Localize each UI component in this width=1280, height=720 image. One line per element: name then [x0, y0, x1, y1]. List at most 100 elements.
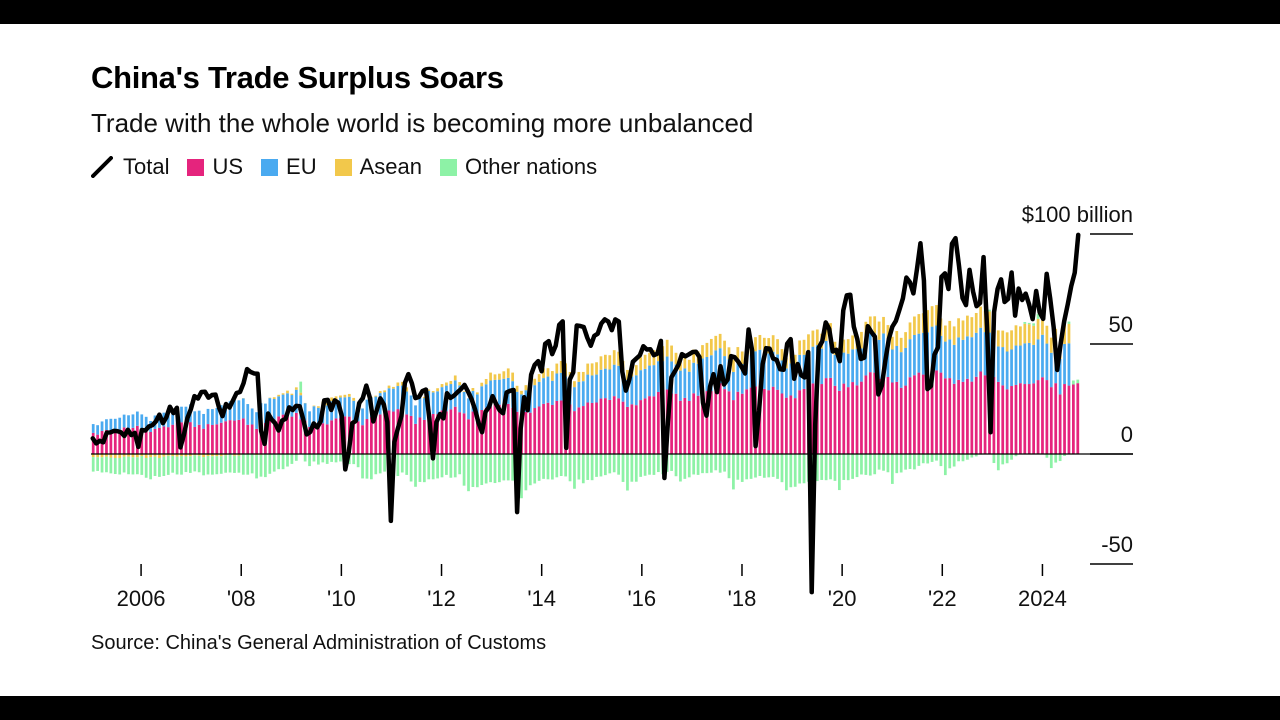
bar-us — [422, 419, 426, 454]
bar-eu — [440, 387, 444, 411]
bar-eu — [820, 348, 824, 385]
bar-eu — [679, 370, 682, 401]
bar-asean — [899, 337, 903, 353]
bar-asean — [1023, 323, 1027, 344]
bar-asean — [383, 390, 386, 393]
bar-other-nations — [299, 381, 303, 393]
bar-eu — [961, 339, 965, 382]
bar-us — [405, 414, 409, 454]
bar-eu — [674, 364, 678, 394]
bar-us — [206, 424, 210, 454]
bar-other-nations — [674, 454, 678, 477]
bar-us — [604, 398, 607, 454]
bar-eu — [184, 406, 188, 424]
bar-other-nations — [321, 454, 325, 463]
bar-us — [246, 424, 250, 454]
chart-plot: $100 billion 50 0 -50 2006 '08 '10 '12 '14 '16 '18… — [90, 202, 1133, 611]
bar-us — [506, 403, 510, 454]
bar-asean — [449, 380, 453, 385]
bar-eu — [405, 391, 409, 415]
bar-asean — [612, 350, 616, 365]
bar-other-nations — [1063, 454, 1066, 456]
chart-title: China's Trade Surplus Soars — [91, 60, 504, 95]
bar-other-nations — [294, 454, 298, 461]
bar-asean — [762, 337, 766, 353]
x-tick-label: '14 — [527, 586, 556, 611]
bar-us — [864, 375, 868, 454]
bar-asean — [96, 454, 99, 458]
bar-asean — [533, 378, 537, 386]
legend-item-us: US — [187, 154, 243, 180]
bar-us — [493, 404, 497, 454]
bar-eu — [140, 414, 144, 430]
bar-us — [1019, 383, 1022, 454]
bar-other-nations — [639, 454, 643, 477]
bar-eu — [308, 411, 311, 427]
bar-asean — [135, 454, 139, 458]
bar-us — [202, 428, 205, 454]
bar-other-nations — [992, 454, 996, 464]
bar-eu — [599, 369, 603, 399]
bar-asean — [202, 454, 205, 458]
bar-us — [762, 388, 766, 454]
bar-us — [1014, 384, 1018, 454]
bar-us — [312, 422, 316, 454]
bar-asean — [868, 316, 872, 333]
bar-other-nations — [692, 454, 696, 475]
bar-asean — [396, 382, 400, 387]
bar-eu — [793, 366, 797, 399]
bar-other-nations — [1005, 454, 1009, 464]
bar-asean — [272, 397, 276, 399]
bar-asean — [427, 389, 431, 391]
bar-asean — [188, 454, 192, 457]
bar-other-nations — [988, 309, 991, 312]
bar-us — [926, 372, 930, 454]
bar-eu — [246, 404, 250, 425]
bar-eu — [135, 411, 139, 426]
bar-us — [445, 411, 448, 454]
bar-us — [709, 391, 713, 454]
bar-eu — [824, 340, 828, 379]
bar-us — [745, 389, 749, 454]
bar-other-nations — [365, 454, 369, 479]
bar-other-nations — [175, 456, 179, 475]
bar-eu — [692, 362, 696, 394]
bar-asean — [144, 454, 148, 458]
bar-eu — [409, 395, 413, 416]
bar-us — [868, 372, 872, 454]
bar-eu — [431, 392, 435, 414]
bar-asean — [877, 321, 881, 340]
bar-other-nations — [559, 454, 563, 476]
bar-us — [546, 402, 550, 454]
bar-us — [467, 419, 470, 454]
legend-item-asean: Asean — [334, 154, 422, 180]
bar-eu — [917, 333, 921, 373]
bar-us — [462, 413, 466, 454]
bar-eu — [974, 332, 978, 377]
bar-us — [718, 383, 722, 454]
bar-other-nations — [144, 457, 148, 478]
bar-eu — [780, 360, 784, 394]
bar-eu — [838, 359, 841, 391]
bar-us — [643, 398, 647, 454]
bar-asean — [520, 390, 523, 395]
bar-other-nations — [899, 454, 903, 473]
bar-eu — [789, 363, 793, 396]
bar-asean — [970, 317, 974, 338]
bar-eu — [652, 365, 656, 397]
bar-eu — [948, 339, 952, 379]
bar-asean — [930, 306, 934, 327]
bar-eu — [171, 410, 175, 425]
bar-eu — [736, 359, 740, 392]
bar-asean — [224, 454, 228, 456]
bar-eu — [493, 379, 497, 405]
bar-other-nations — [100, 457, 104, 473]
bar-other-nations — [551, 454, 554, 480]
bar-eu — [268, 398, 272, 420]
bar-other-nations — [758, 454, 762, 476]
x-tick-label: '22 — [928, 586, 957, 611]
bar-other-nations — [422, 454, 426, 483]
bar-other-nations — [860, 454, 863, 475]
bar-asean — [780, 349, 784, 361]
bar-us — [219, 422, 223, 454]
